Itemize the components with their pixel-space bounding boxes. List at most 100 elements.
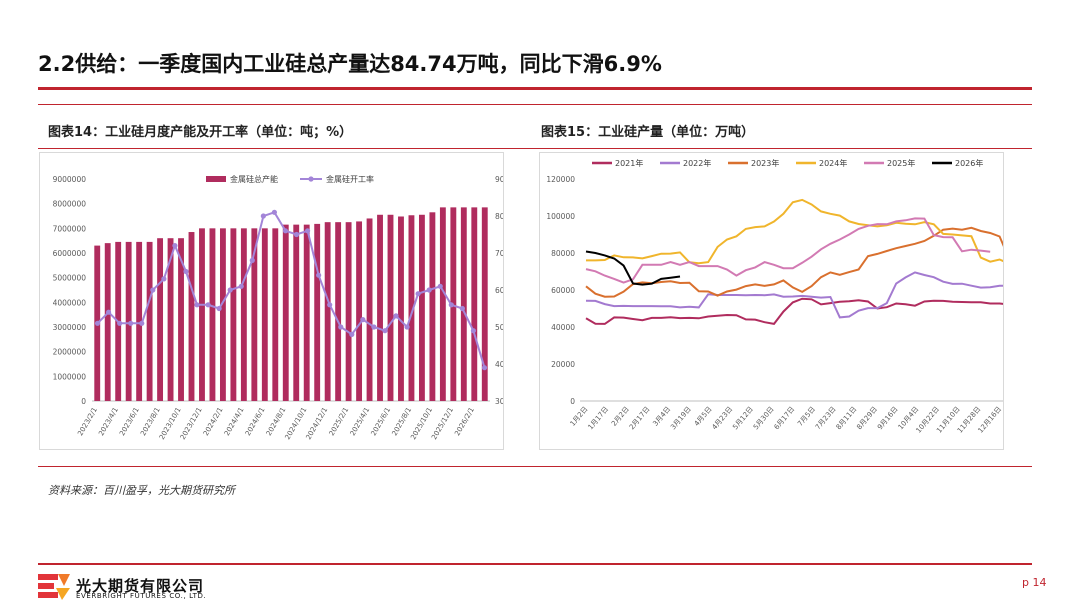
x-tick-label: 3月19日 bbox=[669, 405, 693, 431]
operating-rate-point bbox=[448, 302, 454, 308]
x-tick-label: 2024/6/1 bbox=[244, 406, 267, 437]
section-rule bbox=[38, 104, 1032, 105]
y-tick-label: 4000000 bbox=[53, 298, 87, 307]
y-tick-label: 7000000 bbox=[53, 224, 87, 233]
y-tick-label: 80000 bbox=[551, 249, 575, 258]
x-tick-label: 5月12日 bbox=[731, 405, 755, 431]
y-tick-label: 120000 bbox=[546, 175, 575, 184]
source-rule bbox=[38, 466, 1032, 467]
legend-marker-rate bbox=[308, 176, 314, 182]
capacity-bar bbox=[387, 214, 394, 401]
operating-rate-point bbox=[426, 287, 432, 293]
y2-tick-label: 30 bbox=[495, 397, 503, 406]
capacity-bar bbox=[178, 238, 184, 401]
capacity-bar bbox=[125, 241, 132, 401]
operating-rate-point bbox=[459, 305, 465, 312]
page-title: 2.2供给：一季度国内工业硅总产量达84.74万吨，同比下滑6.9% bbox=[38, 52, 662, 76]
x-tick-label: 2023/2/1 bbox=[76, 406, 99, 437]
y-tick-label: 5000000 bbox=[53, 274, 87, 283]
capacity-bar bbox=[251, 228, 258, 401]
x-tick-label: 2023/12/1 bbox=[179, 406, 204, 441]
x-tick-label: 2025/8/1 bbox=[391, 406, 414, 437]
y-tick-label: 60000 bbox=[551, 286, 575, 295]
production-line bbox=[585, 297, 1010, 325]
operating-rate-point bbox=[249, 257, 255, 263]
x-tick-label: 2025/2/1 bbox=[328, 406, 351, 437]
capacity-bar bbox=[481, 207, 488, 401]
operating-rate-point bbox=[327, 302, 333, 308]
capacity-bar bbox=[398, 216, 404, 401]
legend-label: 2026年 bbox=[955, 158, 983, 168]
operating-rate-point bbox=[117, 320, 123, 326]
x-tick-label: 2023/4/1 bbox=[97, 406, 120, 437]
y-tick-label: 1000000 bbox=[53, 372, 87, 381]
x-tick-label: 9月16日 bbox=[876, 405, 900, 431]
operating-rate-line bbox=[96, 211, 486, 368]
operating-rate-point bbox=[415, 291, 421, 297]
operating-rate-point bbox=[194, 302, 200, 308]
capacity-bar bbox=[471, 207, 478, 401]
operating-rate-point bbox=[172, 243, 178, 249]
x-tick-label: 4月23日 bbox=[711, 405, 735, 431]
x-tick-label: 5月30日 bbox=[752, 405, 776, 431]
capacity-bar bbox=[377, 214, 383, 401]
y-tick-label: 2000000 bbox=[53, 348, 87, 357]
operating-rate-point bbox=[94, 320, 101, 326]
chart14-panel: 0 1000000 2000000 3000000 4000000 5000000 6000… bbox=[39, 152, 505, 450]
y2-tick-label: 60 bbox=[495, 286, 503, 295]
x-tick-label: 2025/6/1 bbox=[370, 406, 393, 437]
y2-tick-label: 50 bbox=[495, 323, 503, 332]
y-tick-label: 6000000 bbox=[53, 249, 87, 258]
legend-label: 2025年 bbox=[887, 158, 915, 168]
operating-rate-point bbox=[470, 328, 477, 334]
capacity-operating-rate-chart: 0 1000000 2000000 3000000 4000000 5000000 6000… bbox=[53, 174, 505, 441]
capacity-bar bbox=[272, 228, 279, 401]
capacity-bar bbox=[230, 228, 237, 401]
footer-rule bbox=[38, 563, 1032, 565]
x-tick-label: 2月2日 bbox=[610, 405, 631, 428]
capacity-bar bbox=[282, 224, 289, 401]
chart15-panel: 0 20000 40000 60000 80000 100000 120000 1月2日 1月1… bbox=[539, 152, 1016, 450]
operating-rate-point bbox=[128, 320, 134, 326]
y-tick-label: 8000000 bbox=[53, 200, 87, 209]
company-name: 光大期货有限公司 bbox=[76, 577, 205, 595]
company-name-en: EVERBRIGHT FUTURES CO., LTD. bbox=[76, 592, 207, 600]
production-line bbox=[586, 198, 1010, 265]
operating-rate-point bbox=[282, 228, 289, 234]
capacity-bar bbox=[167, 238, 174, 401]
x-tick-label: 3月4日 bbox=[651, 405, 672, 428]
x-tick-label: 2024/4/1 bbox=[223, 406, 246, 437]
operating-rate-point bbox=[260, 213, 266, 219]
chart14-caption: 图表14：工业硅月度产能及开工率（单位：吨；%） bbox=[48, 125, 353, 140]
capacity-bar bbox=[261, 228, 268, 401]
operating-rate-point bbox=[216, 305, 222, 312]
x-tick-label: 1月2日 bbox=[569, 405, 590, 428]
caption-rule bbox=[38, 148, 1032, 149]
capacity-bar bbox=[366, 218, 373, 401]
page-number: p 14 bbox=[1022, 576, 1047, 589]
operating-rate-point bbox=[271, 209, 278, 215]
capacity-bar bbox=[219, 228, 226, 401]
capacity-bar bbox=[209, 228, 216, 401]
y-tick-label: 100000 bbox=[546, 212, 575, 221]
x-tick-label: 8月11日 bbox=[835, 405, 859, 431]
operating-rate-point bbox=[205, 302, 211, 308]
operating-rate-point bbox=[393, 313, 399, 319]
legend-label: 2021年 bbox=[615, 158, 643, 168]
x-tick-label: 6月17日 bbox=[773, 405, 797, 431]
capacity-bar bbox=[429, 212, 436, 401]
x-tick-label: 2025/12/1 bbox=[430, 406, 455, 441]
y2-tick-label: 80 bbox=[495, 212, 503, 221]
operating-rate-point bbox=[161, 276, 167, 282]
x-tick-label: 2025/4/1 bbox=[349, 406, 372, 437]
operating-rate-point bbox=[404, 324, 410, 330]
y-tick-label: 3000000 bbox=[53, 323, 87, 332]
operating-rate-point bbox=[360, 317, 366, 323]
legend-label: 2024年 bbox=[819, 158, 847, 168]
x-tick-label: 2023/8/1 bbox=[139, 406, 162, 437]
x-tick-label: 2026/2/1 bbox=[453, 406, 476, 437]
y2-tick-label: 70 bbox=[495, 249, 503, 258]
legend-label: 金属硅开工率 bbox=[326, 174, 374, 184]
y-tick-label: 0 bbox=[570, 397, 575, 406]
capacity-bar bbox=[303, 224, 310, 401]
